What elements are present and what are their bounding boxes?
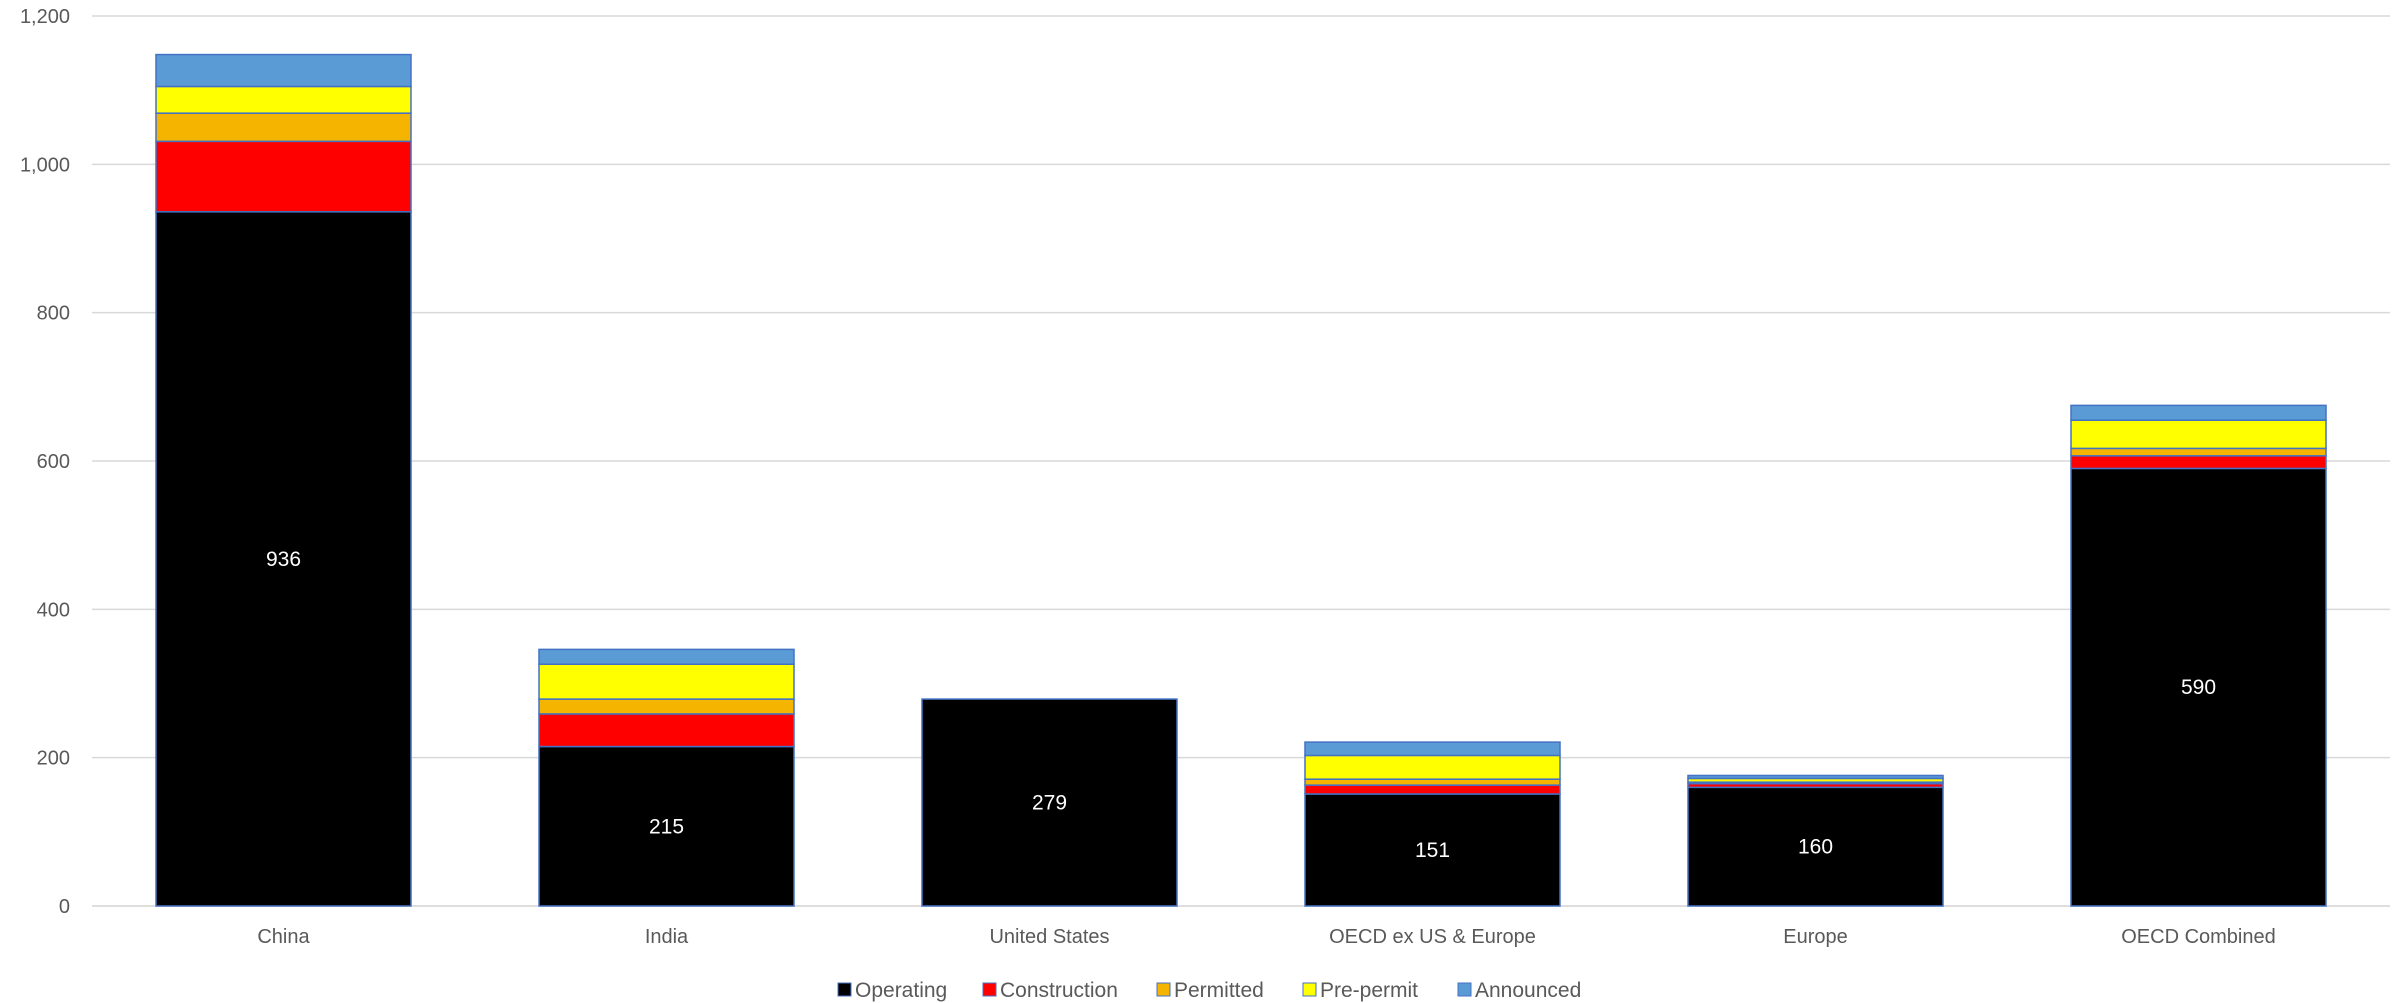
x-category-label: OECD ex US & Europe [1329,926,1536,948]
y-axis-tick-labels: 0 200 400 600 800 1,000 1,200 [20,6,70,918]
y-tick-label: 1,200 [20,6,70,28]
legend-label: Permitted [1174,979,1264,1002]
legend-label: Construction [1000,979,1118,1002]
bar-segment-permitted [155,112,412,143]
bar-segment-permitted [538,698,795,715]
bar-segment-construction [155,140,412,213]
y-tick-label: 200 [37,748,70,770]
gridlines [92,15,2390,907]
legend-swatch [837,982,852,997]
legend: Operating Construction Permitted Pre-permit… [837,979,1581,1002]
bar-segment-pre-permit [2070,419,2327,450]
y-tick-label: 1,000 [20,154,70,176]
x-category-label: Europe [1783,926,1848,948]
bar-segment-pre-permit [1304,754,1561,780]
data-label: 215 [649,815,684,838]
bar-segment-announced [2070,404,2327,421]
bar-segment-pre-permit [538,663,795,700]
data-label: 279 [1032,792,1067,815]
data-label: 151 [1415,839,1450,862]
y-tick-label: 0 [59,896,70,918]
x-category-label: OECD Combined [2121,926,2276,948]
y-tick-label: 800 [37,303,70,325]
legend-swatch [982,982,997,997]
bar-segment-announced [1304,741,1561,757]
y-tick-label: 400 [37,599,70,621]
bar-segment-operating [1687,786,1944,907]
bar-segment-construction [538,713,795,748]
bar-segment-construction [1304,784,1561,795]
bar-segment-operating [921,698,1178,907]
y-tick-label: 600 [37,451,70,473]
bar-segment-announced [1687,774,1944,780]
legend-label: Announced [1475,979,1581,1002]
x-axis-category-labels: China India United States OECD ex US & Euro… [257,926,2275,948]
bar-segment-announced [538,648,795,665]
bar-segment-construction [2070,455,2327,470]
bar-segment-permitted [2070,447,2327,457]
legend-label: Pre-permit [1320,979,1418,1002]
data-label: 160 [1798,836,1833,859]
data-labels: 936 215 279 151 160 590 [266,548,2216,862]
bars [155,53,2327,907]
legend-swatch [1156,982,1171,997]
data-label: 936 [266,548,301,571]
bar-segment-operating [1304,793,1561,907]
bar-segment-operating [538,745,795,907]
bar-segment-permitted [1304,778,1561,786]
bar-segment-pre-permit [155,85,412,114]
bar-segment-operating [155,211,412,907]
legend-swatch [1302,982,1317,997]
bar-segment-operating [2070,467,2327,907]
legend-label: Operating [855,979,947,1002]
bar-segment-announced [155,53,412,88]
x-category-label: United States [989,926,1109,948]
x-category-label: China [257,926,310,948]
data-label: 590 [2181,676,2216,699]
x-category-label: India [645,926,689,948]
legend-swatch [1457,982,1472,997]
